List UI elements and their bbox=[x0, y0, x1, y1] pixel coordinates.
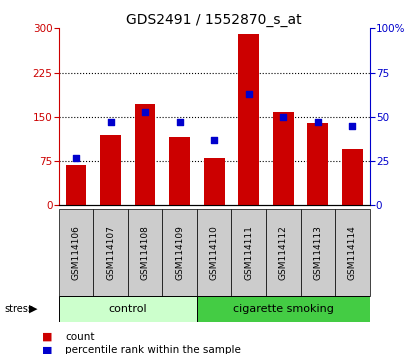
Title: GDS2491 / 1552870_s_at: GDS2491 / 1552870_s_at bbox=[126, 13, 302, 27]
Bar bbox=[301, 209, 335, 296]
Bar bbox=[169, 137, 190, 205]
Bar bbox=[59, 209, 93, 296]
Text: GSM114112: GSM114112 bbox=[279, 225, 288, 280]
Bar bbox=[100, 135, 121, 205]
Text: GSM114106: GSM114106 bbox=[71, 225, 81, 280]
Text: GSM114113: GSM114113 bbox=[313, 225, 322, 280]
Text: ■: ■ bbox=[42, 332, 52, 342]
Bar bbox=[135, 104, 155, 205]
Bar bbox=[197, 296, 370, 322]
Bar bbox=[163, 209, 197, 296]
Point bbox=[142, 109, 149, 114]
Text: ▶: ▶ bbox=[29, 304, 37, 314]
Point bbox=[280, 114, 286, 120]
Text: count: count bbox=[65, 332, 94, 342]
Bar bbox=[59, 296, 197, 322]
Bar bbox=[335, 209, 370, 296]
Text: ■: ■ bbox=[42, 346, 52, 354]
Bar bbox=[231, 209, 266, 296]
Text: control: control bbox=[108, 304, 147, 314]
Text: GSM114107: GSM114107 bbox=[106, 225, 115, 280]
Point bbox=[107, 119, 114, 125]
Bar bbox=[128, 209, 163, 296]
Text: GSM114110: GSM114110 bbox=[210, 225, 219, 280]
Bar bbox=[197, 209, 231, 296]
Bar bbox=[93, 209, 128, 296]
Point bbox=[349, 123, 356, 129]
Text: GSM114108: GSM114108 bbox=[141, 225, 150, 280]
Text: GSM114109: GSM114109 bbox=[175, 225, 184, 280]
Point bbox=[211, 137, 218, 143]
Point bbox=[73, 155, 79, 160]
Bar bbox=[239, 34, 259, 205]
Text: percentile rank within the sample: percentile rank within the sample bbox=[65, 346, 241, 354]
Bar bbox=[342, 149, 363, 205]
Point bbox=[245, 91, 252, 97]
Point bbox=[176, 119, 183, 125]
Bar bbox=[204, 158, 225, 205]
Bar bbox=[273, 112, 294, 205]
Text: stress: stress bbox=[4, 304, 33, 314]
Bar bbox=[307, 123, 328, 205]
Bar bbox=[66, 165, 87, 205]
Text: cigarette smoking: cigarette smoking bbox=[233, 304, 334, 314]
Text: GSM114111: GSM114111 bbox=[244, 225, 253, 280]
Bar bbox=[266, 209, 301, 296]
Point bbox=[315, 119, 321, 125]
Text: GSM114114: GSM114114 bbox=[348, 225, 357, 280]
